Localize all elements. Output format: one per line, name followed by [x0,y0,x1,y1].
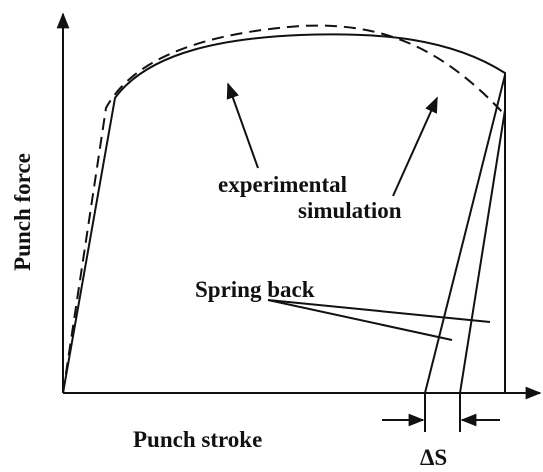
annotation: Spring back [195,277,315,302]
annotation: experimental [218,172,347,197]
pointer [267,299,491,323]
annotation: simulation [298,198,402,223]
pointer [392,96,438,197]
pointer [267,299,453,341]
pointer [226,82,259,169]
annotation: ΔS [420,445,447,470]
simulation-curve [62,24,506,394]
y-axis-label: Punch force [10,153,35,271]
spring-back-line [424,74,506,394]
x-axis-label: Punch stroke [133,427,262,452]
experimental-curve [62,33,506,394]
spring-back-line [459,109,506,394]
